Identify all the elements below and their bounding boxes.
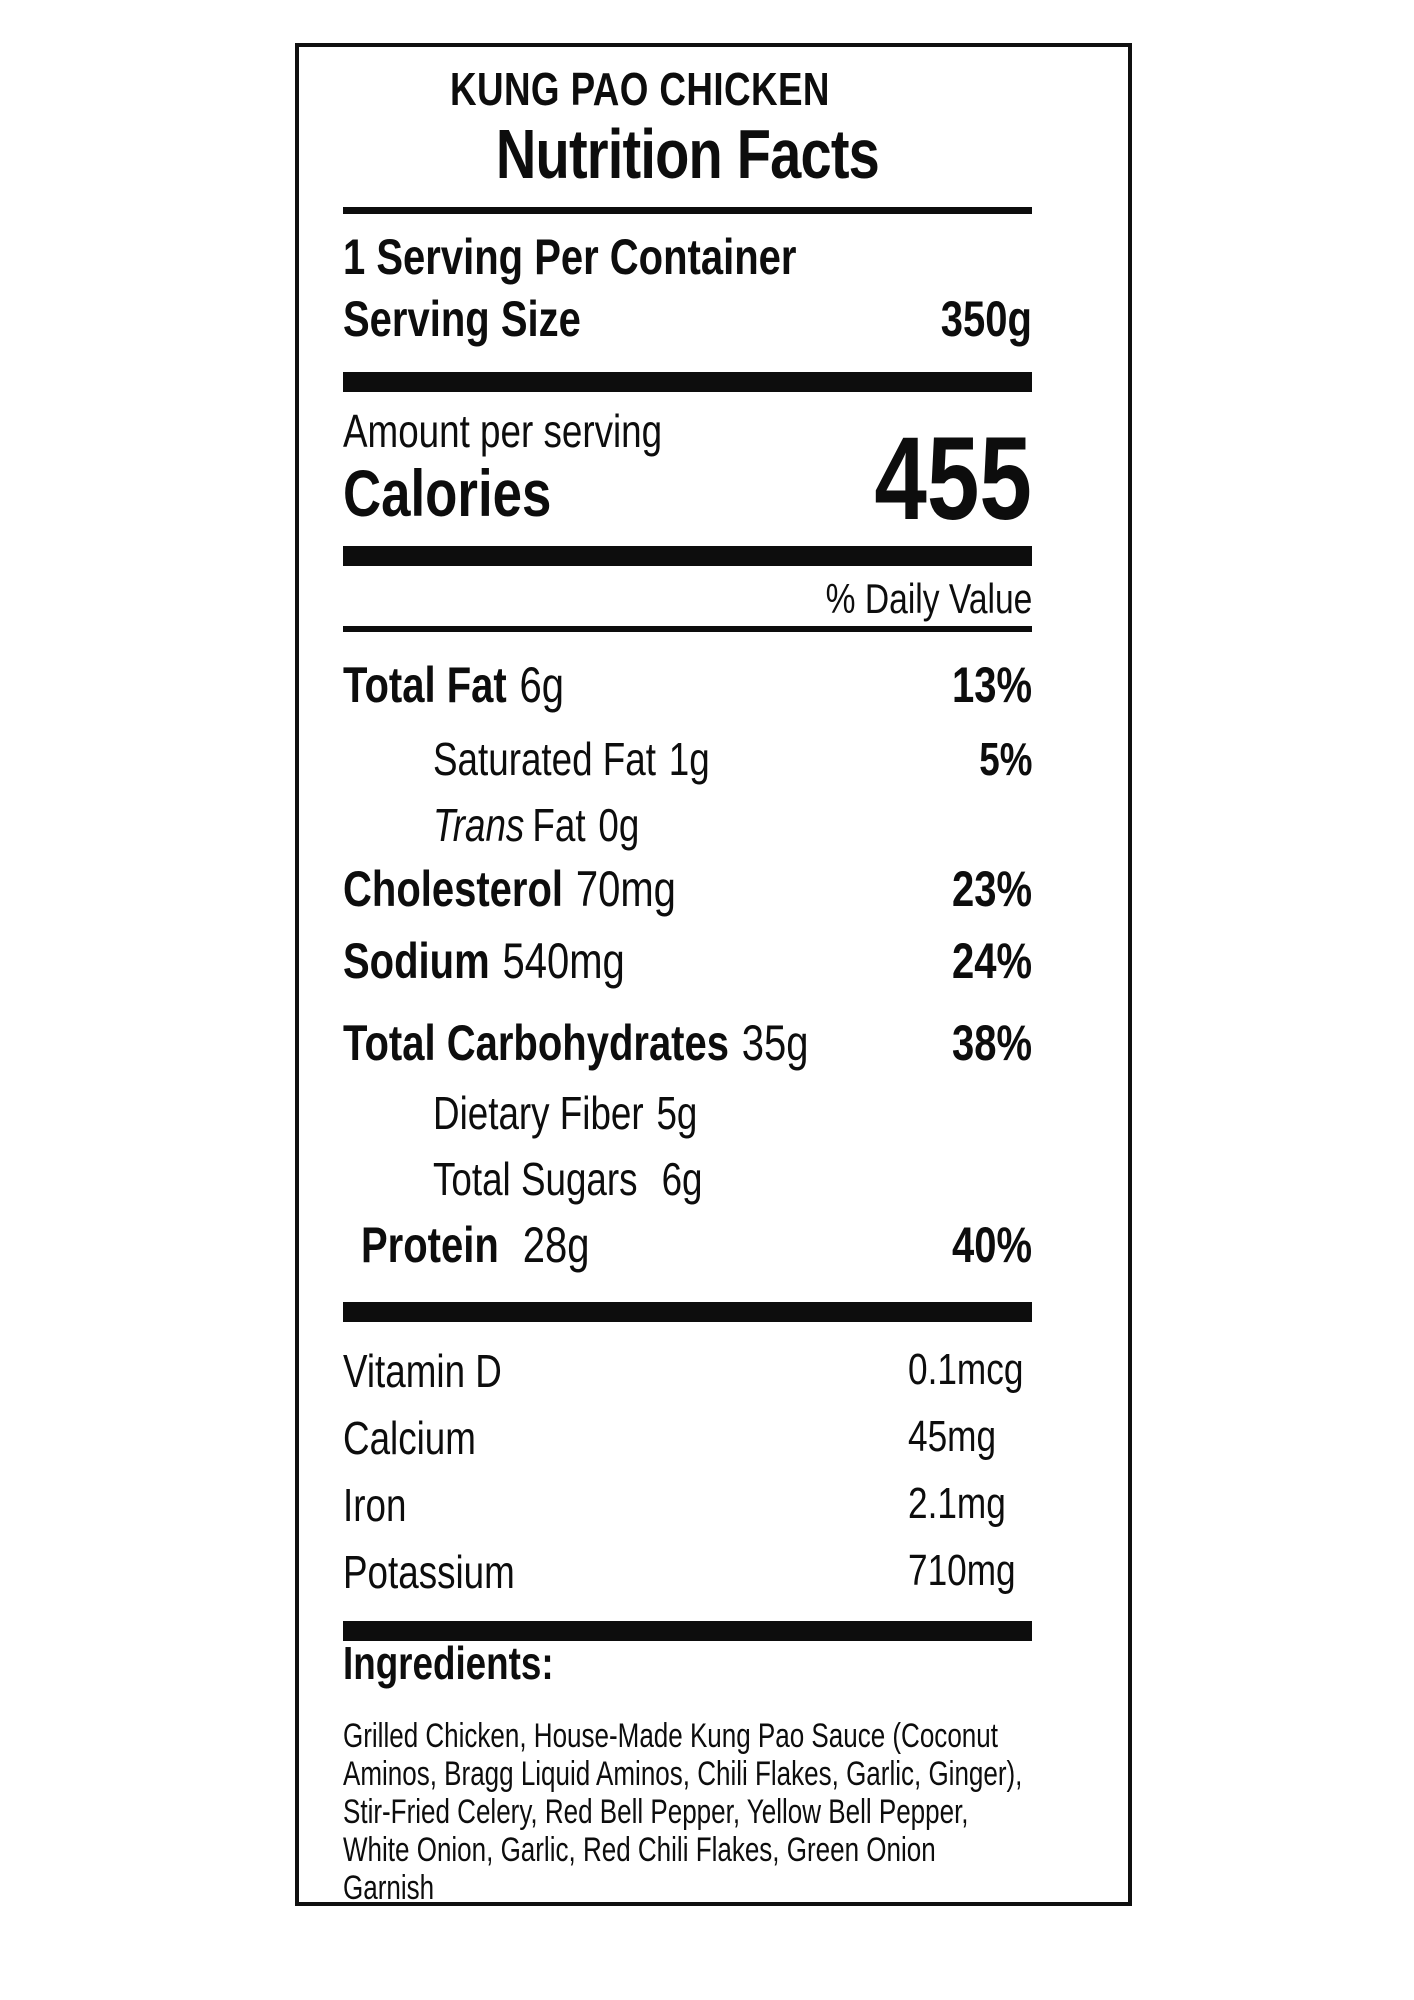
nutrient-amount: 28g [522,1216,590,1273]
nutrient-row-cholesterol: Cholesterol 70mg 23% [343,864,1032,914]
nutrient-row-total-sugars: Total Sugars 6g [343,1156,1032,1202]
serving-size-row: Serving Size 350g [343,288,1032,350]
product-name: KUNG PAO CHICKEN [450,63,830,115]
ingredients-text: Grilled Chicken, House-Made Kung Pao Sau… [343,1717,1023,1908]
divider-bar [343,371,1032,392]
calories-label: Calories [343,456,552,531]
nutrient-name: Protein [361,1216,499,1273]
nutrient-name: Fat [532,798,586,851]
divider-bar [343,545,1032,566]
nutrient-amount: 6g [661,1152,703,1205]
nutrient-rows: Total Fat 6g 13% Saturated Fat 1g 5% Trans… [343,660,1032,1270]
nutrient-amount: 70mg [575,860,676,917]
nutrient-amount: 5g [656,1086,698,1139]
divider-bar [343,1301,1032,1322]
nutrient-name: Dietary Fiber [433,1086,644,1139]
nutrient-row-protein: Protein 28g 40% [343,1220,1032,1270]
vitamin-name: Potassium [343,1545,515,1598]
nutrient-amount: 35g [741,1014,809,1071]
nutrient-name: Sodium [343,932,490,989]
nutrient-row-trans-fat: Trans Fat 0g [343,802,1032,848]
nutrient-name-italic: Trans [433,798,525,851]
vitamin-row-calcium: Calcium 45mg [343,1411,1032,1464]
nutrition-label: KUNG PAO CHICKEN Nutrition Facts 1 Servi… [295,43,1132,1907]
vitamin-row-potassium: Potassium 710mg [343,1545,1032,1598]
vitamin-value: 710mg [908,1545,1016,1595]
vitamin-row-vitamin-d: Vitamin D 0.1mcg [343,1344,1032,1397]
nutrient-row-saturated-fat: Saturated Fat 1g 5% [343,736,1032,782]
calories-labels: Amount per serving Calories [343,404,742,528]
nutrient-dv: 5% [978,732,1032,785]
vitamin-row-iron: Iron 2.1mg [343,1478,1032,1531]
vitamin-name: Vitamin D [343,1344,502,1397]
nutrient-dv: 38% [951,1014,1032,1071]
nutrient-name: Saturated Fat [433,732,656,785]
serving-size-label: Serving Size [343,290,581,347]
nutrient-amount: 6g [519,656,565,713]
nutrient-name: Total Sugars [433,1152,638,1205]
nutrient-row-dietary-fiber: Dietary Fiber 5g [343,1090,1032,1136]
divider-bar [343,1620,1032,1641]
nutrient-name: Total Fat [343,656,507,713]
title-divider [343,206,1032,214]
nutrient-dv: 24% [951,932,1032,989]
nutrient-amount: 0g [598,798,640,851]
nutrient-amount: 540mg [502,932,625,989]
vitamin-name: Calcium [343,1411,476,1464]
vitamin-name: Iron [343,1478,407,1531]
nutrient-name: Cholesterol [343,860,564,917]
daily-value-divider [343,625,1032,632]
vitamin-rows: Vitamin D 0.1mcg Calcium 45mg Iron 2.1mg… [343,1344,1032,1598]
label-content: KUNG PAO CHICKEN Nutrition Facts 1 Servi… [299,63,1128,1907]
nutrient-amount: 1g [668,732,710,785]
vitamin-value: 0.1mcg [908,1344,1024,1394]
ingredients-heading: Ingredients: [343,1636,554,1689]
vitamin-value: 45mg [908,1411,997,1461]
nutrient-row-sodium: Sodium 540mg 24% [343,936,1032,986]
label-title: Nutrition Facts [495,114,880,193]
nutrient-name: Total Carbohydrates [343,1014,729,1071]
serving-size-value: 350g [940,290,1032,347]
nutrient-row-total-fat: Total Fat 6g 13% [343,660,1032,710]
daily-value-header: % Daily Value [825,574,1032,622]
amount-per-serving-label: Amount per serving [343,404,663,457]
servings-per-container: 1 Serving Per Container [343,228,797,285]
nutrient-dv: 13% [951,656,1032,713]
vitamin-value: 2.1mg [908,1478,1006,1528]
calories-block: Amount per serving Calories 455 [343,404,1032,545]
nutrient-dv: 23% [951,860,1032,917]
calories-value: 455 [874,412,1032,545]
nutrient-dv: 40% [951,1216,1032,1273]
nutrient-row-total-carbohydrates: Total Carbohydrates 35g 38% [343,1018,1032,1068]
